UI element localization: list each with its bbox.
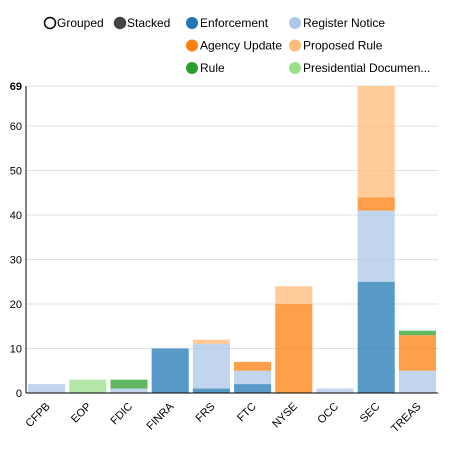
y-axis: 69 0 10 20 30 40 50 60 [10,81,27,400]
bar-segment [357,86,395,198]
stacked-option[interactable]: Stacked [113,16,171,30]
x-tick-label: TREAS [389,401,423,435]
bar-segment [192,344,230,389]
legend-label[interactable]: Presidential Documen... [303,61,430,75]
legend-label[interactable]: Agency Update [200,39,282,53]
y-tick-label: 40 [10,210,22,222]
x-tick-label: FRS [193,401,217,425]
x-tick-label: FDIC [108,401,135,428]
legend-item[interactable]: Register Notice [289,16,385,30]
bar-segment [357,281,395,393]
bar-segment [357,197,395,211]
y-max-label: 69 [10,81,22,93]
bar-segment [398,335,436,371]
legend-label[interactable]: Register Notice [303,16,385,30]
bar-segment [398,330,436,336]
bar-segment [192,388,230,393]
legend-label[interactable]: Proposed Rule [303,39,383,53]
legend-item[interactable]: Agency Update [186,39,282,53]
gridlines [26,85,438,350]
y-tick-label: 50 [10,166,22,178]
stacked-label[interactable]: Stacked [127,16,170,30]
x-tick-label: EOP [69,401,94,426]
bar-segment [234,370,272,385]
legend-swatch-icon[interactable] [289,39,301,52]
x-tick-label: FINRA [145,400,177,432]
bar-segment [398,370,436,393]
bar-segment [110,379,148,389]
x-axis: CFPB EOP FDIC FINRA FRS FTC NYSE OCC SEC TREAS [23,392,438,435]
legend-item[interactable]: Rule [186,61,225,75]
y-tick-label: 0 [16,388,22,400]
legend[interactable]: Enforcement Register Notice Agency Update P… [186,16,430,75]
legend-swatch-icon[interactable] [186,62,198,74]
legend-item[interactable]: Presidential Documen... [289,61,430,75]
legend-swatch-icon[interactable] [186,17,198,29]
x-tick-label: CFPB [23,401,52,430]
y-tick-label: 20 [10,299,22,311]
bar-segment [110,388,148,393]
stacked-radio-icon[interactable] [113,16,127,30]
bar-segment [234,384,272,393]
x-tick-label: OCC [315,401,341,427]
y-tick-label: 30 [10,255,22,267]
bar-segment [357,210,395,282]
bar-segment [69,379,107,393]
legend-item[interactable]: Proposed Rule [289,39,383,53]
legend-swatch-icon[interactable] [289,17,301,29]
y-tick-label: 60 [10,121,22,133]
grouped-label[interactable]: Grouped [57,16,104,30]
bar-segment [275,286,313,305]
bar-segment [234,361,272,371]
y-tick-label: 10 [10,344,22,356]
grouped-option[interactable]: Grouped [43,16,104,30]
x-tick-label: FTC [235,401,259,425]
legend-swatch-icon[interactable] [289,62,301,74]
legend-swatch-icon[interactable] [186,39,198,52]
bar-segment [151,348,189,393]
legend-item[interactable]: Enforcement [186,16,269,30]
bar-segment [316,388,354,393]
x-tick-label: NYSE [270,401,300,431]
legend-label[interactable]: Enforcement [200,16,269,30]
bars [28,86,436,393]
x-tick-label: SEC [358,401,383,426]
bar-segment [28,384,66,393]
bar-segment [275,304,313,393]
chart-mode-controls[interactable]: Grouped Stacked [43,16,171,30]
bar-segment [192,339,230,345]
grouped-radio-icon[interactable] [43,16,57,30]
legend-label[interactable]: Rule [200,61,225,75]
